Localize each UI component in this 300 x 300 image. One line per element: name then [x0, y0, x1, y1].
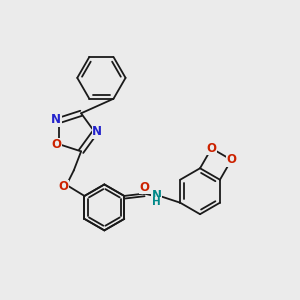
Text: O: O — [58, 180, 68, 193]
Text: N: N — [51, 113, 62, 127]
Text: O: O — [226, 153, 236, 166]
Text: N: N — [152, 189, 162, 203]
Text: H: H — [152, 197, 161, 207]
Text: O: O — [51, 138, 62, 151]
Text: O: O — [206, 142, 217, 155]
Text: O: O — [139, 181, 149, 194]
Text: N: N — [92, 125, 102, 138]
